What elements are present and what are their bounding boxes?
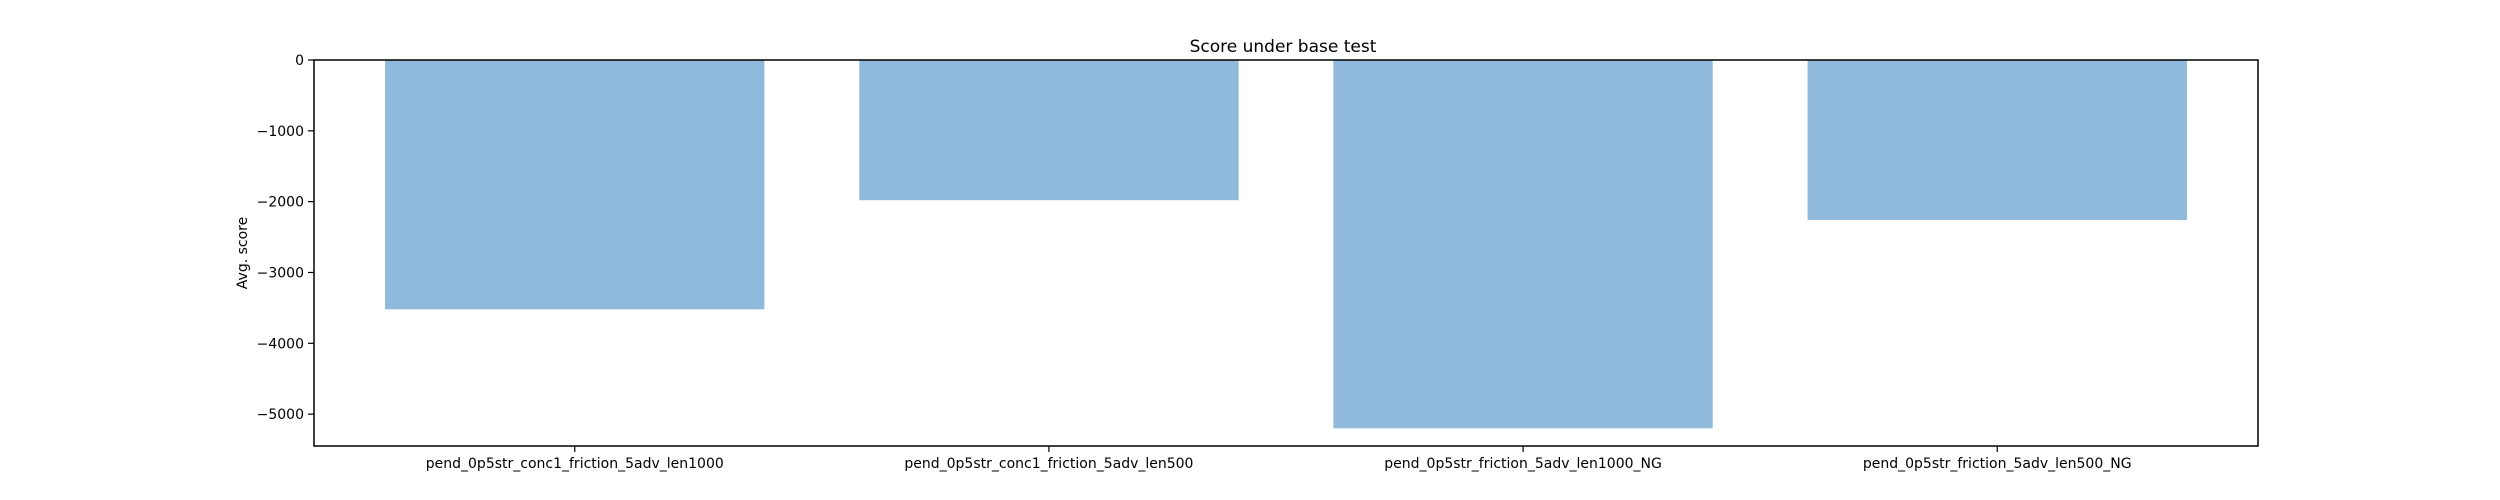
- y-ticks-group: 0 −1000 −2000 −3000 −4000 −5000: [257, 53, 314, 423]
- y-tick-label-3: −2000: [257, 195, 304, 211]
- y-tick-label-1: 0: [295, 53, 304, 69]
- bar-4: [1807, 60, 2187, 221]
- y-tick-label-6: −5000: [257, 407, 304, 423]
- x-tick-label-3: pend_0p5str_friction_5adv_len1000_NG: [1384, 456, 1662, 472]
- y-tick-label-2: −1000: [257, 124, 304, 140]
- plot-frame: [313, 59, 2259, 447]
- chart-title: Score under base test: [1190, 37, 1377, 57]
- bars-group: [385, 60, 2187, 429]
- y-tick-label-4: −3000: [257, 265, 304, 281]
- y-tick-label-5: −4000: [257, 336, 304, 352]
- bar-1: [385, 60, 765, 310]
- x-tick-label-4: pend_0p5str_friction_5adv_len500_NG: [1863, 456, 2132, 472]
- x-ticks-group: pend_0p5str_conc1_friction_5adv_len1000 p…: [426, 446, 2132, 472]
- y-axis-label: Avg. score: [235, 217, 251, 289]
- bar-3: [1333, 60, 1713, 429]
- bar-2: [859, 60, 1239, 201]
- x-tick-label-2: pend_0p5str_conc1_friction_5adv_len500: [904, 456, 1193, 472]
- x-tick-label-1: pend_0p5str_conc1_friction_5adv_len1000: [426, 456, 724, 472]
